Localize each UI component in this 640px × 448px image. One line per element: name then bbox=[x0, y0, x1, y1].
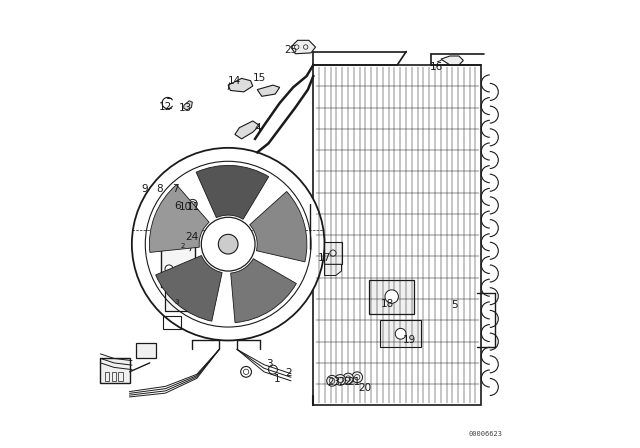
Circle shape bbox=[186, 233, 198, 244]
Circle shape bbox=[132, 148, 324, 340]
Bar bbox=[118, 372, 123, 381]
Text: 17: 17 bbox=[318, 253, 331, 263]
Text: 4: 4 bbox=[254, 123, 260, 133]
Wedge shape bbox=[156, 255, 222, 321]
Text: 20: 20 bbox=[358, 383, 371, 392]
Text: 16: 16 bbox=[430, 62, 443, 72]
Circle shape bbox=[269, 365, 278, 374]
Text: 5: 5 bbox=[451, 300, 458, 310]
Circle shape bbox=[165, 265, 173, 273]
Circle shape bbox=[165, 224, 173, 233]
Bar bbox=[324, 242, 342, 264]
Text: 11: 11 bbox=[187, 202, 200, 212]
Bar bbox=[380, 320, 421, 347]
Circle shape bbox=[188, 199, 197, 208]
Bar bbox=[305, 204, 314, 249]
Text: 2: 2 bbox=[180, 243, 185, 250]
Text: 8: 8 bbox=[156, 184, 163, 194]
Circle shape bbox=[241, 366, 252, 377]
Bar bbox=[112, 372, 116, 381]
Polygon shape bbox=[257, 85, 280, 96]
Circle shape bbox=[182, 199, 191, 208]
Text: 23: 23 bbox=[328, 377, 341, 387]
Circle shape bbox=[202, 217, 255, 271]
Text: 1: 1 bbox=[274, 374, 281, 383]
Text: 6: 6 bbox=[175, 201, 181, 211]
Text: 7: 7 bbox=[172, 184, 179, 194]
Text: 21: 21 bbox=[347, 377, 360, 387]
Bar bbox=[100, 358, 130, 383]
Polygon shape bbox=[441, 56, 463, 65]
Text: 25: 25 bbox=[284, 45, 298, 55]
Circle shape bbox=[327, 375, 337, 386]
Text: 13: 13 bbox=[179, 103, 192, 112]
Text: 19: 19 bbox=[403, 335, 416, 345]
Polygon shape bbox=[291, 40, 316, 54]
Bar bbox=[105, 372, 109, 381]
Wedge shape bbox=[149, 185, 209, 252]
Polygon shape bbox=[324, 264, 342, 276]
Bar bbox=[165, 291, 190, 311]
Text: 18: 18 bbox=[381, 299, 394, 309]
Circle shape bbox=[175, 199, 184, 208]
Circle shape bbox=[352, 372, 362, 383]
Text: 15: 15 bbox=[253, 73, 266, 83]
Circle shape bbox=[335, 375, 346, 385]
Polygon shape bbox=[184, 101, 192, 110]
Circle shape bbox=[396, 328, 406, 339]
Text: 24: 24 bbox=[185, 233, 198, 242]
Text: 3: 3 bbox=[174, 298, 179, 305]
Bar bbox=[163, 316, 181, 329]
Bar bbox=[369, 280, 414, 314]
Text: 3: 3 bbox=[266, 359, 273, 369]
Text: 9: 9 bbox=[141, 184, 148, 194]
Text: 2: 2 bbox=[285, 368, 292, 378]
Bar bbox=[314, 65, 481, 405]
Circle shape bbox=[343, 373, 353, 384]
Circle shape bbox=[218, 234, 238, 254]
Wedge shape bbox=[250, 191, 307, 262]
Polygon shape bbox=[235, 121, 260, 139]
Text: 22: 22 bbox=[338, 377, 351, 387]
Text: 10: 10 bbox=[179, 202, 192, 212]
Bar bbox=[136, 343, 157, 358]
Text: 12: 12 bbox=[159, 102, 172, 112]
Bar bbox=[161, 206, 195, 287]
Circle shape bbox=[385, 290, 398, 303]
Wedge shape bbox=[230, 258, 296, 323]
Text: 14: 14 bbox=[228, 76, 241, 86]
Text: 00006623: 00006623 bbox=[468, 431, 503, 437]
Polygon shape bbox=[228, 78, 253, 92]
Wedge shape bbox=[196, 165, 269, 219]
